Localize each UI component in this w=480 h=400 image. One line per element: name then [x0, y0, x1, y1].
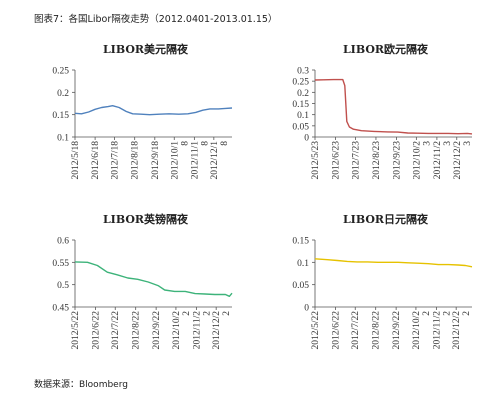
y-tick-label: 0.3	[297, 67, 309, 77]
y-tick-label: 0.25	[52, 67, 69, 77]
chart-gbp-overnight: LIBOR英镑隔夜 0.45 0.5 0.55 0.6 2012/5/22 2012/6/2…	[0, 205, 240, 380]
x-tick-label: 2	[202, 311, 212, 316]
chart-title: LIBOR英镑隔夜	[103, 212, 189, 226]
x-tick-label: 2	[182, 311, 192, 316]
x-tick-label: 2012/7/18	[111, 141, 121, 180]
y-tick-label: 0.2	[57, 89, 69, 99]
chart-svg: LIBOR日元隔夜 0 0.05 0.1 0.15 2012/5/22 2012/6/22 2…	[292, 212, 473, 350]
x-tick-label: 2012/8/22	[132, 311, 142, 350]
x-tick-label: 8	[180, 141, 190, 146]
x-tick-label: 2	[422, 311, 432, 316]
x-tick-label: 3	[463, 141, 473, 146]
figure-title: 图表7：各国Libor隔夜走势（2012.0401-2013.01.15）	[34, 14, 278, 25]
x-tick-label: 2012/11/2	[192, 311, 202, 349]
x-tick-label: 2012/12/2	[453, 141, 463, 180]
x-tick-label: 2012/5/22	[311, 311, 321, 350]
y-tick-label: 0.15	[292, 237, 309, 247]
y-tick-label: 0.05	[292, 281, 309, 291]
x-tick-label: 2012/9/18	[151, 141, 161, 180]
data-source: 数据来源：Bloomberg	[34, 380, 128, 390]
y-tick-label: 0	[304, 304, 309, 314]
x-tick-label: 2012/9/23	[392, 141, 402, 180]
x-tick-label: 3	[422, 141, 432, 146]
y-tick-label: 0.15	[52, 111, 69, 121]
x-tick-label: 2012/6/23	[332, 141, 342, 180]
y-tick-label: 0.45	[52, 304, 69, 314]
y-tick-label: 0.1	[57, 134, 69, 144]
chart-title: LIBOR欧元隔夜	[343, 42, 429, 56]
x-tick-label: 2012/11/1	[190, 141, 200, 179]
x-tick-label: 2	[442, 311, 452, 316]
y-tick-label: 0.2	[297, 89, 309, 99]
y-tick-label: 0.1	[297, 111, 309, 121]
series-line	[314, 258, 473, 268]
chart-svg: LIBOR英镑隔夜 0.45 0.5 0.55 0.6 2012/5/22 2012/6/2…	[52, 212, 233, 350]
x-tick-label: 2012/10/2	[172, 311, 182, 350]
series-line	[74, 105, 233, 116]
x-tick-label: 2012/5/23	[311, 141, 321, 180]
chart-svg: LIBOR美元隔夜 0.1 0.15 0.2 0.25 2012/5/18 2012/6/1…	[52, 42, 233, 180]
x-tick-label: 2012/10/1	[170, 141, 180, 180]
x-tick-label: 8	[200, 141, 210, 146]
y-tick-label: 0.55	[52, 259, 69, 269]
y-tick-label: 0.5	[57, 281, 69, 291]
x-tick-label: 2012/6/18	[91, 141, 101, 180]
x-tick-label: 2012/11/2	[432, 311, 442, 349]
series-line	[314, 78, 473, 135]
x-tick-label: 2012/12/2	[212, 311, 222, 350]
x-tick-label: 2	[222, 311, 232, 316]
x-tick-label: 2012/10/2	[412, 311, 422, 350]
y-tick-label: 0.15	[292, 100, 309, 110]
y-tick-label: 0.25	[292, 78, 309, 88]
x-tick-label: 2012/8/22	[372, 311, 382, 350]
x-tick-label: 2012/7/22	[111, 311, 121, 350]
x-tick-label: 2012/7/23	[351, 141, 361, 180]
x-tick-label: 2012/8/18	[131, 141, 141, 180]
y-tick-label: 0.05	[292, 122, 309, 132]
chart-title: LIBOR美元隔夜	[103, 42, 189, 56]
x-tick-label: 2012/9/22	[392, 311, 402, 350]
x-tick-label: 2012/12/2	[452, 311, 462, 350]
y-tick-label: 0.1	[297, 259, 309, 269]
x-tick-label: 2012/7/22	[351, 311, 361, 350]
x-tick-label: 3	[443, 141, 453, 146]
x-tick-label: 2012/11/2	[433, 141, 443, 179]
y-tick-label: 0	[304, 134, 309, 144]
chart-title: LIBOR日元隔夜	[343, 212, 429, 226]
x-tick-label: 2012/10/2	[412, 141, 422, 180]
chart-usd-overnight: LIBOR美元隔夜 0.1 0.15 0.2 0.25 2012/5/18 2012/6/1…	[0, 35, 240, 210]
chart-jpy-overnight: LIBOR日元隔夜 0 0.05 0.1 0.15 2012/5/22 2012/6/22 2…	[240, 205, 480, 380]
x-tick-label: 2	[462, 311, 472, 316]
x-tick-label: 8	[220, 141, 230, 146]
x-tick-label: 2012/5/22	[71, 311, 81, 350]
x-tick-label: 2012/6/22	[91, 311, 101, 350]
chart-svg: LIBOR欧元隔夜 0 0.050.10.150.20.250.3 2012/5/23…	[292, 42, 473, 180]
x-tick-label: 2012/6/22	[331, 311, 341, 350]
y-tick-label: 0.6	[57, 237, 69, 247]
x-tick-label: 2012/9/22	[152, 311, 162, 350]
x-tick-label: 2012/12/1	[210, 141, 220, 180]
series-line	[74, 261, 233, 297]
x-tick-label: 2012/5/18	[71, 141, 81, 180]
chart-eur-overnight: LIBOR欧元隔夜 0 0.05 0.1 0.15 0.2 0.25 0.3 2012/5/23…	[240, 35, 480, 210]
x-tick-label: 2012/8/23	[372, 141, 382, 180]
